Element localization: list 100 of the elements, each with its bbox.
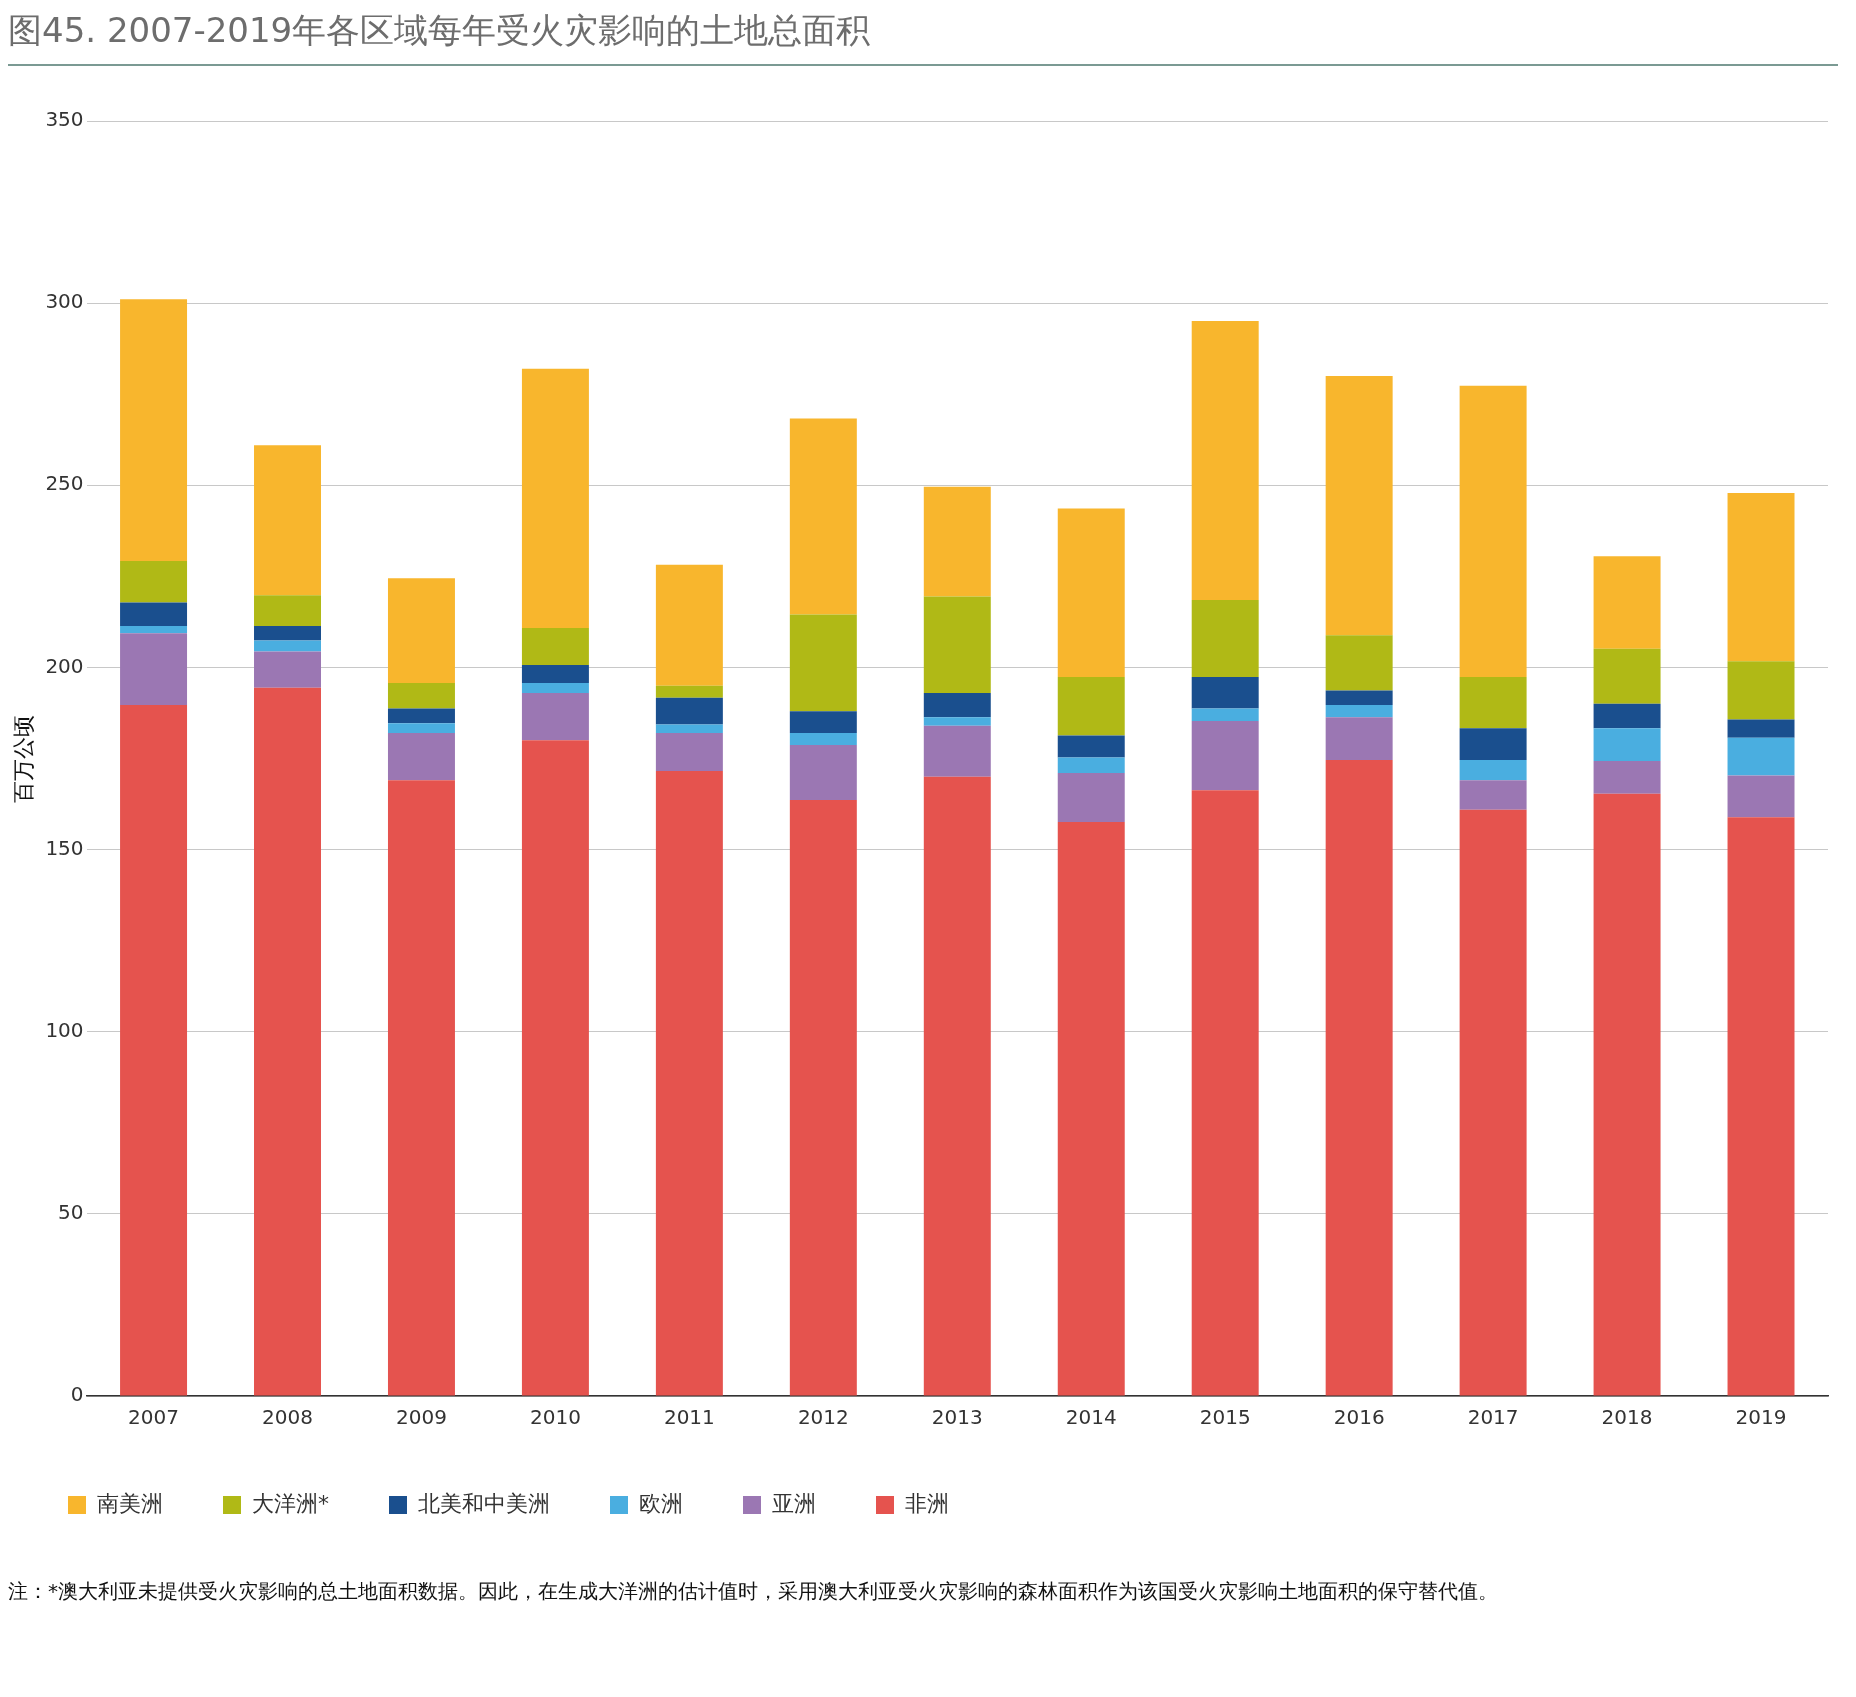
bar	[923, 717, 991, 726]
bar	[1191, 720, 1259, 791]
x-tick-label: 2019	[1735, 1405, 1787, 1430]
bar	[521, 692, 589, 741]
x-tick-label: 2008	[262, 1405, 313, 1430]
bar	[1727, 661, 1795, 720]
y-tick-label: 50	[58, 1200, 84, 1225]
bar	[387, 780, 455, 1396]
y-tick-label: 0	[70, 1382, 84, 1407]
bar	[120, 602, 188, 626]
bar	[1325, 717, 1393, 760]
bar	[387, 578, 455, 684]
bar	[1727, 492, 1795, 662]
bar	[655, 733, 723, 771]
bar	[254, 625, 321, 641]
bar	[1727, 817, 1795, 1396]
x-tick-label: 2010	[529, 1405, 581, 1430]
y-tick-label: 100	[45, 1017, 84, 1042]
y-tick-label: 250	[45, 471, 84, 496]
bar	[1057, 757, 1125, 774]
bar	[254, 595, 321, 626]
x-tick-label: 2007	[128, 1405, 179, 1430]
y-tick-label: 150	[45, 835, 84, 860]
bar	[655, 564, 723, 686]
legend-label: 南美洲	[97, 1490, 163, 1516]
bar	[1191, 708, 1259, 721]
x-tick-label: 2011	[663, 1405, 715, 1430]
bar	[1191, 600, 1259, 677]
x-tick-label: 2017	[1467, 1405, 1519, 1430]
bar	[521, 664, 589, 684]
x-tick-label: 2018	[1601, 1405, 1653, 1430]
x-tick-label: 2012	[797, 1405, 849, 1430]
bar	[1325, 376, 1393, 636]
x-tick-label: 2013	[931, 1405, 983, 1430]
bar	[521, 740, 589, 1396]
x-tick-label: 2009	[396, 1405, 447, 1430]
bar	[521, 683, 589, 693]
bar	[789, 418, 857, 615]
bar	[120, 299, 188, 562]
bar	[1459, 676, 1527, 729]
bar	[923, 776, 991, 1396]
text: 注：*澳大利亚未提供受火灾影响的总土地面积数据。因此，在生成大洋洲的估计值时，采用澳大利亚受火灾影响的森林面积作为该国受火灾影响土地面积的保守替代值。	[8, 1578, 1499, 1605]
bar	[120, 704, 188, 1396]
bar	[1593, 703, 1661, 729]
bar	[1459, 728, 1527, 760]
bar	[387, 708, 455, 724]
bar	[1191, 676, 1259, 709]
bar	[655, 770, 723, 1396]
bar	[789, 614, 857, 712]
bar	[1057, 821, 1125, 1396]
bar	[923, 486, 991, 597]
bar	[1459, 780, 1527, 810]
bar	[655, 685, 723, 698]
bar	[254, 687, 321, 1396]
bar	[1325, 635, 1393, 691]
legend-label: 大洋洲*	[252, 1490, 329, 1516]
bar	[1593, 556, 1661, 649]
bar	[923, 692, 991, 718]
chart-title: 图45. 2007-2019年各区域每年受火灾影响的土地总面积	[8, 8, 1838, 66]
bar	[120, 625, 188, 634]
bar	[789, 711, 857, 733]
bar	[1459, 385, 1527, 677]
legend-label: 亚洲	[772, 1490, 816, 1516]
bar	[387, 683, 455, 709]
bar	[1727, 719, 1795, 738]
bar	[387, 733, 455, 781]
bar	[120, 633, 188, 705]
bar	[1593, 648, 1661, 704]
bar	[1325, 704, 1393, 718]
bar	[789, 745, 857, 801]
y-axis-title: 百万公顷	[10, 714, 36, 803]
bar	[254, 651, 321, 688]
bar	[1191, 320, 1259, 601]
x-tick-label: 2015	[1199, 1405, 1251, 1430]
bar	[1593, 728, 1661, 762]
bar	[254, 445, 321, 596]
bar	[1727, 737, 1795, 776]
bar	[923, 725, 991, 777]
y-tick-label: 200	[45, 653, 84, 678]
bar	[1057, 676, 1125, 736]
bar	[789, 800, 857, 1396]
bar	[1057, 735, 1125, 758]
bar	[1593, 793, 1661, 1396]
bar	[655, 697, 723, 725]
bar	[923, 596, 991, 693]
y-tick-label: 300	[45, 289, 84, 314]
bar	[1057, 773, 1125, 822]
bar	[655, 724, 723, 733]
bar	[789, 733, 857, 746]
bar	[1727, 775, 1795, 818]
bar	[120, 561, 188, 603]
bar	[521, 368, 589, 629]
bar	[521, 628, 589, 665]
x-tick-label: 2014	[1065, 1405, 1117, 1430]
legend-label: 欧洲	[639, 1490, 683, 1516]
bar	[1191, 790, 1259, 1396]
bar	[254, 640, 321, 652]
bar	[1057, 508, 1125, 677]
y-tick-label: 350	[45, 107, 84, 132]
bar	[1325, 690, 1393, 705]
